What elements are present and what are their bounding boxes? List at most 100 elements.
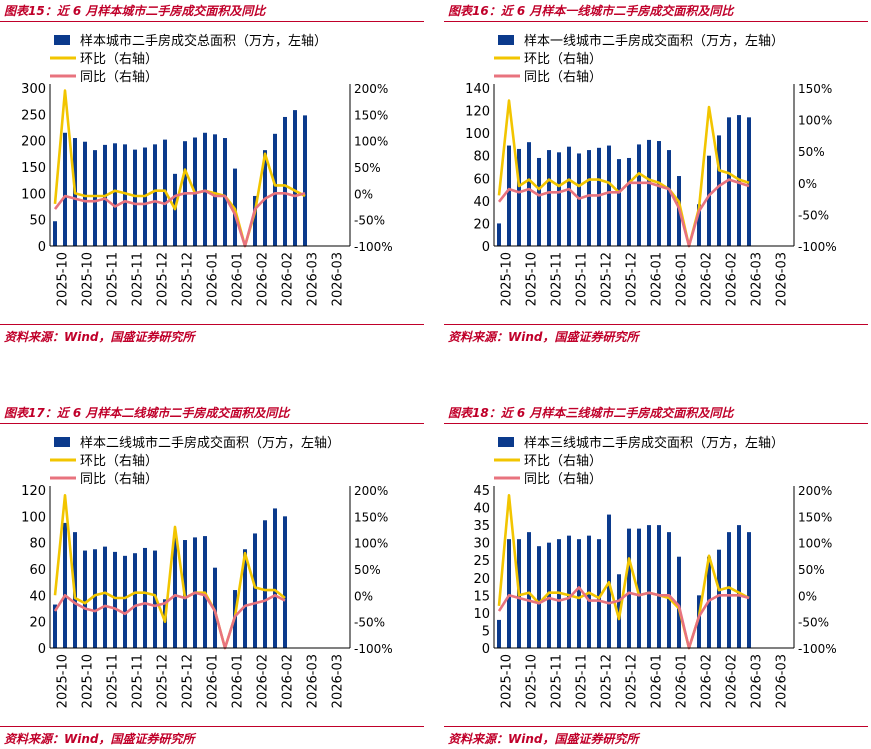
bar	[647, 139, 651, 246]
y-tick-label: 150	[21, 161, 46, 176]
x-tick-label: 2026-01	[206, 654, 221, 708]
legend: 样本城市二手房成交总面积（万方，左轴） 环比（右轴） 同比（右轴）	[50, 33, 327, 85]
x-tick-label: 2026-01	[675, 654, 690, 708]
x-tick-label: 2025-10	[56, 252, 71, 306]
bar	[203, 132, 207, 246]
chart-title: 图表17：近 6 月样本二线城市二手房成交面积及同比	[4, 406, 290, 420]
y2-tick-label: 200%	[354, 484, 388, 498]
bar	[707, 155, 711, 246]
x-tick-label: 2025-11	[131, 654, 146, 708]
bar	[617, 159, 621, 246]
bar	[293, 110, 297, 247]
x-tick-label: 2025-12	[181, 252, 196, 306]
bar	[53, 604, 57, 648]
y2-tick-label: -50%	[354, 214, 385, 228]
y2-tick-label: 100%	[798, 114, 832, 128]
y2-tick-label: 150%	[798, 82, 832, 96]
legend-label: 环比（右轴）	[524, 454, 602, 469]
panel-chart-15: 图表15：近 6 月样本城市二手房成交面积及同比 样本城市二手房成交总面积（万方…	[0, 0, 424, 345]
bar	[163, 599, 167, 648]
bar	[143, 547, 147, 648]
y2-tick-label: 0%	[354, 187, 373, 201]
x-tick-label: 2025-12	[600, 654, 615, 708]
chart-17: 样本二线城市二手房成交面积（万方，左轴） 环比（右轴） 同比（右轴） 0 20 40 60 8…	[21, 435, 392, 708]
y2-tick-label: -100%	[354, 240, 393, 254]
bar	[627, 157, 631, 246]
y-tick-label: 45	[473, 484, 490, 499]
y2-tick-label: 0%	[354, 589, 373, 603]
bar	[113, 143, 117, 246]
chart-title: 图表18：近 6 月样本三线城市二手房成交面积及同比	[448, 406, 734, 420]
bar	[637, 528, 641, 648]
x-tick-label: 2025-10	[525, 654, 540, 708]
y-tick-label: 40	[473, 502, 490, 517]
x-tick-label: 2025-12	[156, 252, 171, 306]
y2-tick-label: 100%	[798, 537, 832, 551]
panel-chart-16: 图表16：近 6 月样本一线城市二手房成交面积及同比 样本一线城市二手房成交面积…	[444, 0, 868, 345]
yoy-line	[53, 591, 286, 650]
x-tick-label: 2026-02	[281, 654, 296, 708]
bar	[83, 550, 87, 648]
title-divider	[444, 21, 868, 22]
x-tick-label: 2026-01	[231, 252, 246, 306]
y-tick-label: 60	[473, 172, 490, 187]
bar	[63, 132, 67, 246]
y2-tick-label: 50%	[354, 161, 381, 175]
bar	[123, 555, 127, 648]
bar	[507, 145, 511, 246]
x-tick-label: 2025-11	[575, 252, 590, 306]
y-tick-label: 80	[473, 150, 490, 165]
y-tick-label: 35	[473, 519, 490, 534]
bar	[667, 150, 671, 246]
y-tick-label: 100	[465, 127, 490, 142]
bar	[597, 539, 601, 648]
x-tick-label: 2025-11	[575, 654, 590, 708]
bar	[587, 150, 591, 246]
bar	[63, 522, 67, 648]
y2-tick-label: 50%	[798, 563, 825, 577]
x-tick-label: 2026-01	[650, 252, 665, 306]
bar	[93, 150, 97, 246]
y2-tick-label: -100%	[798, 642, 837, 656]
bar	[737, 525, 741, 648]
legend-label: 样本一线城市二手房成交面积（万方，左轴）	[524, 33, 784, 49]
y-tick-label: 0	[38, 240, 46, 255]
x-tick-label: 2026-02	[700, 654, 715, 708]
bar	[223, 138, 227, 246]
x-tick-label: 2025-10	[81, 654, 96, 708]
y2-tick-label: -50%	[354, 616, 385, 630]
bar	[607, 145, 611, 246]
chart-source: 资料来源：Wind，国盛证券研究所	[4, 330, 195, 344]
x-tick-label: 2025-12	[625, 252, 640, 306]
bar	[273, 508, 277, 648]
bar	[123, 144, 127, 246]
legend-bar-swatch	[54, 35, 70, 45]
y-tick-label: 100	[21, 187, 46, 202]
bar	[497, 619, 501, 648]
bar	[747, 532, 751, 648]
x-tick-label: 2026-03	[750, 654, 765, 708]
bar	[113, 551, 117, 648]
legend-label: 样本二线城市二手房成交面积（万方，左轴）	[80, 435, 340, 451]
x-tick-label: 2026-03	[331, 252, 346, 306]
y2-tick-label: -50%	[798, 208, 829, 222]
y2-tick-label: 200%	[354, 82, 388, 96]
chart-source: 资料来源：Wind，国盛证券研究所	[448, 330, 639, 344]
y-tick-label: 0	[482, 240, 490, 255]
y-tick-label: 120	[21, 484, 46, 499]
y2-tick-label: 100%	[354, 135, 388, 149]
x-tick-label: 2026-01	[231, 654, 246, 708]
title-divider	[0, 21, 424, 22]
x-tick-label: 2025-10	[56, 654, 71, 708]
y-tick-label: 120	[465, 105, 490, 120]
y2-tick-label: -50%	[798, 616, 829, 630]
bar	[153, 550, 157, 648]
bar	[497, 223, 501, 246]
source-divider	[444, 324, 868, 325]
bar	[527, 142, 531, 246]
bar	[727, 532, 731, 648]
bar	[567, 535, 571, 648]
bar	[537, 157, 541, 246]
chart-16: 样本一线城市二手房成交面积（万方，左轴） 环比（右轴） 同比（右轴） 0 20 40 60 8…	[465, 33, 836, 306]
title-divider	[444, 423, 868, 424]
